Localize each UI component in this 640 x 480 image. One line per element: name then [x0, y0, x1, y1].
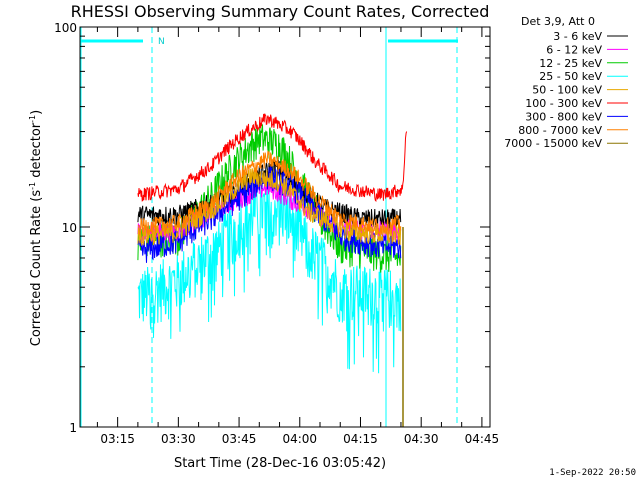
y-tick-label: 10 — [62, 221, 77, 235]
chart-title: RHESSI Observing Summary Count Rates, Co… — [71, 2, 490, 21]
y-axis-label-end: ) — [29, 110, 44, 115]
axis-layer: 1 10 100 03:15 03:30 03:45 04:00 04:15 04:30 04:4… — [54, 21, 499, 446]
x-tick-label: 03:30 — [161, 432, 196, 446]
x-tick-label: 04:45 — [465, 432, 500, 446]
legend-label: 800 - 7000 keV — [518, 124, 602, 137]
y-tick-label: 100 — [54, 21, 77, 35]
series-line — [137, 158, 402, 230]
series-line — [137, 182, 402, 374]
x-tick-label: 03:15 — [100, 432, 135, 446]
legend-label: 7000 - 15000 keV — [504, 137, 602, 150]
legend-label: 50 - 100 keV — [532, 84, 602, 97]
legend-label: 6 - 12 keV — [546, 43, 602, 56]
y-axis-label-main: Corrected Count Rate (s — [29, 190, 44, 347]
legend-label: 12 - 25 keV — [539, 57, 602, 70]
legend-label: 25 - 50 keV — [539, 70, 602, 83]
y-axis-label-sup1: -1 — [28, 182, 37, 190]
x-tick-label: 04:15 — [343, 432, 378, 446]
timestamp: 1-Sep-2022 20:50 — [549, 468, 636, 478]
series-line — [137, 167, 402, 246]
legend-label: 3 - 6 keV — [553, 30, 602, 43]
data-layer — [137, 113, 408, 427]
annotation-label: N — [158, 37, 165, 47]
legend-label: 300 - 800 keV — [525, 110, 602, 123]
y-axis-label-sup2: -1 — [28, 115, 37, 123]
legend-header: Det 3,9, Att 0 — [521, 15, 595, 28]
series-line — [137, 150, 402, 237]
x-tick-label: 04:30 — [404, 432, 439, 446]
x-tick-label: 04:00 — [282, 432, 317, 446]
x-tick-label: 03:45 — [222, 432, 257, 446]
x-axis-label: Start Time (28-Dec-16 03:05:42) — [174, 456, 386, 471]
legend-label: 100 - 300 keV — [525, 97, 602, 110]
y-axis-label-mid: detector — [29, 122, 44, 182]
series-line — [137, 113, 408, 203]
y-tick-label: 1 — [69, 421, 77, 435]
y-axis-label: Corrected Count Rate (s-1 detector-1) — [28, 110, 44, 346]
